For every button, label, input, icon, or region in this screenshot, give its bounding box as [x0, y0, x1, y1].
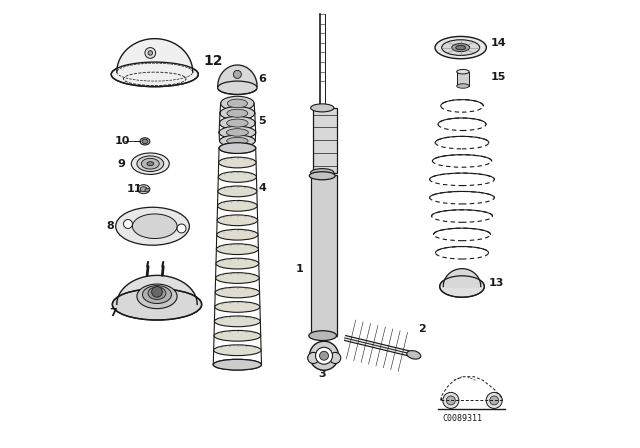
Ellipse shape — [216, 273, 259, 284]
Circle shape — [124, 220, 132, 228]
FancyBboxPatch shape — [457, 72, 469, 86]
Text: 11: 11 — [127, 184, 143, 194]
Ellipse shape — [219, 157, 256, 168]
Ellipse shape — [319, 351, 328, 360]
Ellipse shape — [216, 258, 259, 269]
Ellipse shape — [213, 359, 262, 370]
Ellipse shape — [316, 347, 333, 364]
Text: 8: 8 — [107, 221, 115, 231]
Ellipse shape — [218, 172, 257, 182]
Ellipse shape — [219, 143, 256, 153]
Ellipse shape — [213, 359, 262, 370]
Ellipse shape — [227, 129, 248, 136]
Ellipse shape — [219, 126, 256, 139]
Ellipse shape — [137, 284, 177, 309]
Ellipse shape — [132, 214, 177, 238]
Text: 2: 2 — [419, 324, 426, 334]
Ellipse shape — [216, 244, 259, 254]
Ellipse shape — [310, 341, 339, 370]
Ellipse shape — [221, 96, 254, 111]
Ellipse shape — [440, 276, 484, 297]
Ellipse shape — [308, 352, 340, 364]
FancyBboxPatch shape — [314, 108, 337, 172]
Ellipse shape — [435, 36, 486, 59]
Ellipse shape — [309, 172, 335, 180]
Ellipse shape — [442, 40, 479, 56]
Text: 12: 12 — [204, 54, 223, 68]
Ellipse shape — [310, 104, 334, 112]
Text: 10: 10 — [115, 136, 130, 146]
Ellipse shape — [330, 353, 340, 364]
Ellipse shape — [140, 138, 150, 145]
Ellipse shape — [309, 331, 337, 340]
Ellipse shape — [227, 138, 248, 144]
Ellipse shape — [227, 99, 248, 108]
Circle shape — [234, 70, 241, 78]
Ellipse shape — [141, 158, 159, 169]
Ellipse shape — [227, 119, 248, 127]
Ellipse shape — [143, 286, 172, 303]
Ellipse shape — [140, 187, 147, 192]
Ellipse shape — [308, 353, 319, 364]
Ellipse shape — [220, 116, 255, 130]
Ellipse shape — [214, 331, 260, 341]
Ellipse shape — [113, 289, 202, 320]
Text: 13: 13 — [489, 278, 504, 288]
Text: 5: 5 — [259, 116, 266, 126]
Ellipse shape — [111, 62, 198, 86]
Ellipse shape — [148, 287, 166, 299]
Ellipse shape — [215, 287, 260, 298]
Ellipse shape — [407, 351, 420, 359]
Ellipse shape — [456, 45, 465, 50]
Ellipse shape — [218, 81, 257, 95]
Text: 7: 7 — [109, 308, 116, 319]
Ellipse shape — [137, 156, 164, 172]
Circle shape — [145, 47, 156, 58]
Ellipse shape — [220, 107, 255, 120]
Circle shape — [152, 287, 163, 297]
Text: 15: 15 — [491, 72, 506, 82]
Ellipse shape — [457, 84, 469, 88]
Ellipse shape — [217, 215, 258, 226]
Ellipse shape — [218, 200, 257, 211]
Text: 3: 3 — [319, 369, 326, 379]
Ellipse shape — [452, 43, 470, 52]
Ellipse shape — [219, 143, 256, 153]
Text: 9: 9 — [118, 159, 125, 169]
Ellipse shape — [138, 185, 150, 194]
Text: 1: 1 — [295, 264, 303, 274]
Text: 14: 14 — [491, 38, 506, 48]
Text: 6: 6 — [259, 74, 266, 84]
Ellipse shape — [218, 186, 257, 197]
Ellipse shape — [310, 168, 334, 177]
Ellipse shape — [215, 302, 260, 312]
Text: 4: 4 — [259, 183, 266, 193]
Ellipse shape — [217, 229, 258, 240]
Ellipse shape — [457, 69, 469, 74]
FancyBboxPatch shape — [311, 175, 337, 336]
Circle shape — [148, 51, 152, 55]
Ellipse shape — [116, 207, 189, 245]
Circle shape — [446, 396, 455, 405]
Circle shape — [490, 396, 499, 405]
Ellipse shape — [131, 153, 169, 174]
Ellipse shape — [227, 109, 248, 117]
Text: C0089311: C0089311 — [443, 414, 483, 423]
Circle shape — [177, 224, 186, 233]
Circle shape — [443, 392, 459, 409]
Ellipse shape — [147, 162, 154, 166]
Ellipse shape — [220, 135, 255, 147]
Ellipse shape — [214, 316, 260, 327]
Ellipse shape — [214, 345, 261, 356]
Ellipse shape — [145, 188, 149, 192]
Ellipse shape — [142, 139, 148, 144]
Circle shape — [486, 392, 502, 409]
